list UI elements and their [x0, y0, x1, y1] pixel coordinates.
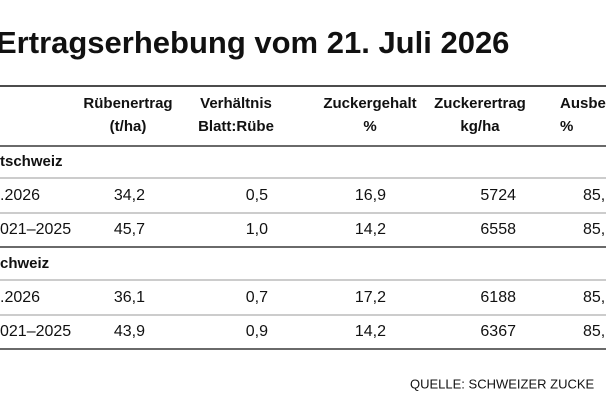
column-header: Ausbe	[560, 95, 606, 112]
cell: 0,7	[246, 289, 268, 306]
cell: 17,2	[355, 289, 386, 306]
cell: 5724	[480, 187, 516, 204]
cell: .2026	[0, 187, 40, 204]
column-header: Zuckerertrag	[434, 95, 526, 112]
cell: .2026	[0, 289, 40, 306]
cell: 6367	[480, 323, 516, 340]
cell: 36,1	[114, 289, 145, 306]
cell: 16,9	[355, 187, 386, 204]
cell: 85,	[583, 187, 605, 204]
cell: 021–2025	[0, 221, 71, 238]
cell: 6188	[480, 289, 516, 306]
cell: 14,2	[355, 323, 386, 340]
cell: 34,2	[114, 187, 145, 204]
column-header: Rübenertrag	[83, 95, 172, 112]
cell: 45,7	[114, 221, 145, 238]
column-header: kg/ha	[460, 118, 500, 135]
column-header: Zuckergehalt	[323, 95, 416, 112]
cell: 14,2	[355, 221, 386, 238]
cell: 1,0	[246, 221, 268, 238]
cell: 6558	[480, 221, 516, 238]
section-label: tschweiz	[0, 153, 63, 170]
column-header: Blatt:Rübe	[198, 118, 274, 135]
cell: 0,9	[246, 323, 268, 340]
cell: 85,	[583, 289, 605, 306]
column-header: %	[363, 118, 376, 135]
column-header: %	[560, 118, 573, 135]
cell: 43,9	[114, 323, 145, 340]
cell: 85,	[583, 323, 605, 340]
cell: 85,	[583, 221, 605, 238]
title: Ertragserhebung vom 21. Juli 2026	[0, 25, 509, 60]
column-header: Verhältnis	[200, 95, 272, 112]
source: QUELLE: SCHWEIZER ZUCKE	[410, 376, 595, 391]
section-label: chweiz	[0, 255, 49, 272]
column-header: (t/ha)	[110, 118, 147, 135]
cell: 0,5	[246, 187, 268, 204]
cell: 021–2025	[0, 323, 71, 340]
